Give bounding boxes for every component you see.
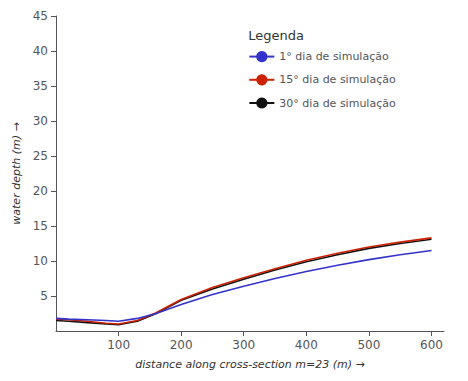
svg-text:25: 25 [33,149,48,163]
svg-text:35: 35 [33,79,48,93]
svg-text:300: 300 [232,338,255,352]
svg-text:20: 20 [33,184,48,198]
svg-text:5: 5 [40,289,48,303]
svg-text:45: 45 [33,9,48,23]
svg-text:Legenda: Legenda [248,28,304,43]
svg-text:water depth (m) →: water depth (m) → [10,122,23,224]
svg-text:distance along cross-section m: distance along cross-section m=23 (m) → [135,358,364,371]
svg-text:40: 40 [33,44,48,58]
svg-text:30: 30 [33,114,48,128]
svg-text:10: 10 [33,254,48,268]
svg-text:600: 600 [420,338,443,352]
svg-text:100: 100 [107,338,130,352]
svg-text:1° dia de simulação: 1° dia de simulação [279,50,389,63]
svg-text:30° dia de simulação: 30° dia de simulação [279,97,396,110]
svg-text:15: 15 [33,219,48,233]
svg-text:15° dia de simulação: 15° dia de simulação [279,73,396,86]
svg-text:400: 400 [295,338,318,352]
svg-text:200: 200 [170,338,193,352]
svg-text:500: 500 [357,338,380,352]
